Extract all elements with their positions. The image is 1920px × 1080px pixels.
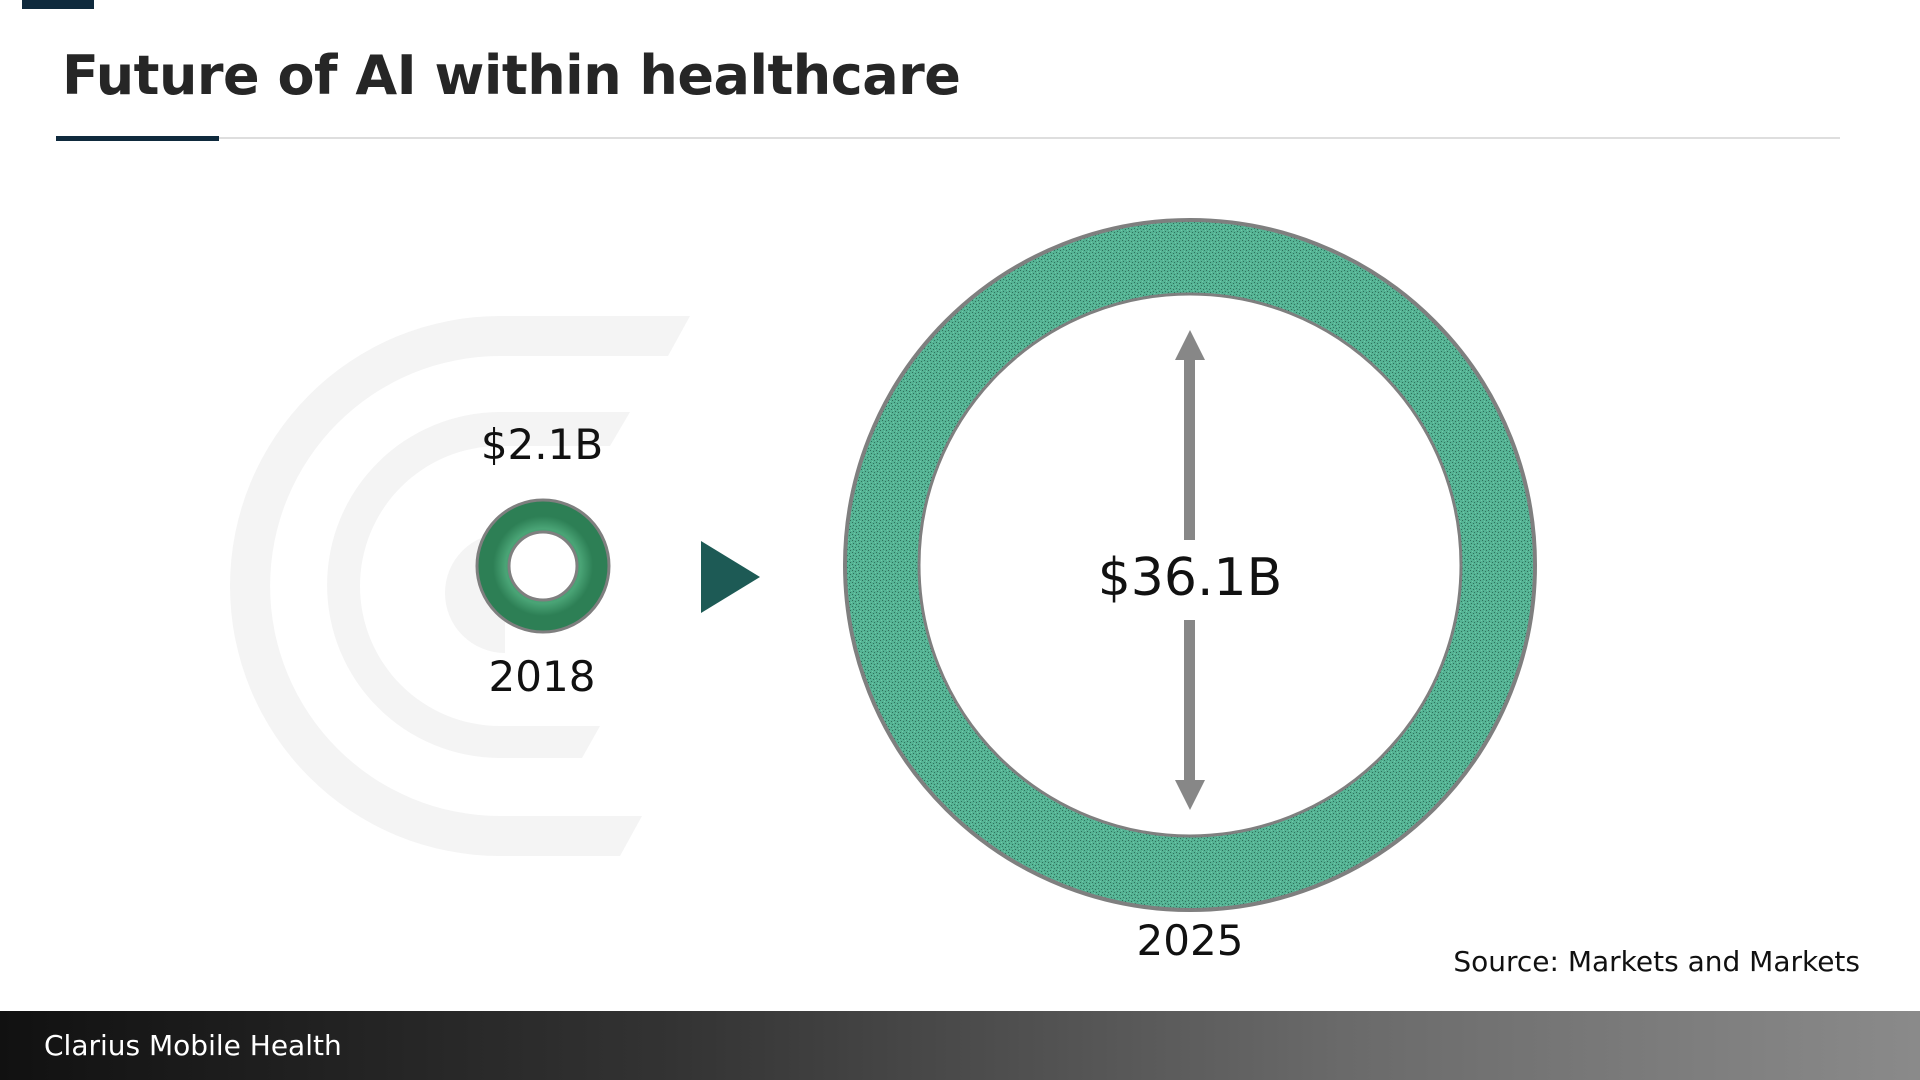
corner-accent-mark	[22, 0, 94, 9]
title-accent-bar	[56, 136, 219, 141]
small-donut-2018	[475, 498, 611, 634]
value-2025: $36.1B	[1040, 548, 1340, 608]
value-2018: $2.1B	[480, 420, 604, 469]
play-triangle-icon	[701, 541, 760, 613]
source-citation: Source: Markets and Markets	[1453, 945, 1860, 978]
footer-company-name: Clarius Mobile Health	[44, 1029, 342, 1062]
slide-title: Future of AI within healthcare	[62, 44, 961, 107]
year-2025: 2025	[1136, 916, 1244, 965]
title-divider	[56, 137, 1840, 139]
year-2018: 2018	[488, 652, 596, 701]
footer-bar: Clarius Mobile Health	[0, 1011, 1920, 1080]
double-headed-arrow-icon	[1175, 330, 1205, 810]
